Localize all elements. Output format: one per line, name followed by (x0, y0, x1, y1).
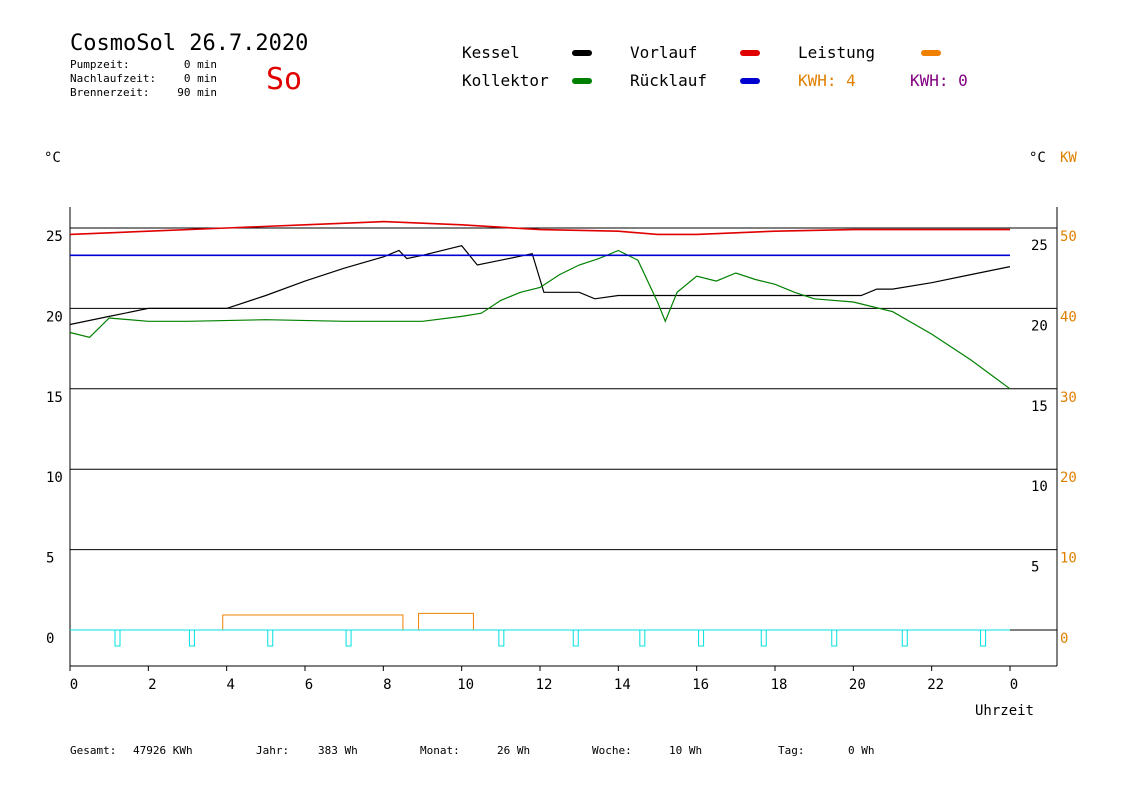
x-tick-label: 8 (383, 677, 391, 693)
pump-marker (901, 629, 908, 647)
series-line (69, 249, 1011, 390)
legend-ruecklauf-label: Rücklauf (630, 71, 707, 90)
series-line (69, 245, 1011, 326)
footer-totals: Gesamt: 47926 KWh Jahr: 383 Wh Monat: 26… (70, 744, 875, 757)
series-line (69, 220, 1010, 236)
x-tick-label: 4 (226, 677, 234, 693)
x-tick-label: 0 (1010, 677, 1018, 693)
legend-kollektor-swatch (572, 78, 592, 84)
legend-kessel-label: Kessel (462, 43, 520, 62)
legend-kessel-swatch (572, 50, 592, 56)
left-tick-labels: 0 5 10 15 20 25 (46, 229, 63, 647)
grid-lines (70, 227, 1057, 631)
left-tick-label: 15 (46, 390, 63, 406)
right-unit-c-label: °C (1029, 150, 1046, 166)
footer-label: Jahr: (256, 744, 289, 757)
stat-label: Brennerzeit: (70, 86, 149, 99)
footer-value: 383 Wh (318, 744, 358, 757)
x-tick-label: 12 (536, 677, 553, 693)
right-kw-tick-label: 0 (1060, 631, 1068, 647)
day-label: So (266, 62, 302, 97)
legend-vorlauf-swatch (740, 50, 760, 56)
x-tick-label: 14 (614, 677, 631, 693)
right-c-tick-label: 25 (1031, 238, 1048, 254)
right-kw-tick-label: 20 (1060, 470, 1077, 486)
legend-kwh-purple: KWH: 0 (910, 71, 968, 90)
pump-markers (70, 629, 1010, 647)
footer-value: 26 Wh (497, 744, 530, 757)
left-unit-label: °C (44, 150, 61, 166)
left-tick-label: 5 (46, 551, 54, 567)
right-c-tick-label: 10 (1031, 479, 1048, 495)
power-block (222, 614, 404, 630)
stats-block: Pumpzeit: 0 min Nachlaufzeit: 0 min Bren… (70, 58, 217, 99)
footer-value: 0 Wh (848, 744, 875, 757)
left-tick-label: 20 (46, 309, 63, 325)
pump-marker (831, 629, 838, 647)
stat-value: 90 min (177, 86, 217, 99)
x-tick-label: 0 (70, 677, 78, 693)
x-tick-label: 22 (927, 677, 944, 693)
x-tick-label: 18 (771, 677, 788, 693)
right-c-tick-label: 15 (1031, 399, 1048, 415)
x-axis-label: Uhrzeit (975, 703, 1034, 719)
footer-value: 47926 KWh (133, 744, 193, 757)
footer-label: Tag: (778, 744, 805, 757)
x-tick-label: 20 (849, 677, 866, 693)
right-kw-tick-label: 50 (1060, 229, 1077, 245)
legend-ruecklauf-swatch (740, 78, 760, 84)
right-kw-tick-label: 30 (1060, 390, 1077, 406)
right-kw-tick-labels: 0 10 20 30 40 50 (1060, 229, 1077, 647)
legend-leistung-swatch (921, 50, 941, 56)
x-tick-label: 16 (692, 677, 709, 693)
right-kw-tick-label: 10 (1060, 551, 1077, 567)
stat-value: 0 min (184, 58, 217, 71)
right-unit-kw-label: KW (1060, 150, 1077, 166)
chart-title: CosmoSol 26.7.2020 (70, 31, 308, 56)
footer-label: Woche: (592, 744, 632, 757)
legend-leistung-label: Leistung (798, 43, 875, 62)
right-c-tick-label: 20 (1031, 318, 1048, 334)
x-tick-label: 6 (305, 677, 313, 693)
right-c-tick-labels: 5 10 15 20 25 (1031, 238, 1048, 576)
left-tick-label: 0 (46, 631, 54, 647)
pump-marker (188, 629, 195, 647)
stat-value: 0 min (184, 72, 217, 85)
x-tick-labels: 0 2 4 6 8 10 12 14 16 18 20 22 0 (70, 677, 1018, 693)
legend-kollektor-label: Kollektor (462, 71, 549, 90)
right-kw-tick-label: 40 (1060, 309, 1077, 325)
pump-marker (114, 629, 121, 647)
footer-value: 10 Wh (669, 744, 702, 757)
pump-marker (345, 629, 352, 647)
legend-kwh-orange: KWH: 4 (798, 71, 856, 90)
pump-marker (698, 629, 705, 647)
series-lines (69, 220, 1011, 390)
legend-vorlauf-label: Vorlauf (630, 43, 697, 62)
pump-marker (572, 629, 579, 647)
x-tick-label: 10 (457, 677, 474, 693)
footer-label: Gesamt: (70, 744, 116, 757)
stat-label: Pumpzeit: (70, 58, 130, 71)
pump-marker (639, 629, 646, 647)
axes (69, 207, 1058, 671)
power-blocks (222, 612, 474, 630)
legend: Kessel Kollektor Vorlauf Rücklauf Leistu… (462, 43, 968, 90)
left-tick-label: 10 (46, 470, 63, 486)
stat-label: Nachlaufzeit: (70, 72, 156, 85)
right-c-tick-label: 5 (1031, 560, 1039, 576)
pump-marker (980, 629, 987, 647)
pump-marker (498, 629, 505, 647)
pump-marker (760, 629, 767, 647)
left-tick-label: 25 (46, 229, 63, 245)
pump-marker (267, 629, 274, 647)
footer-label: Monat: (420, 744, 460, 757)
x-tick-label: 2 (148, 677, 156, 693)
power-block (418, 612, 474, 630)
